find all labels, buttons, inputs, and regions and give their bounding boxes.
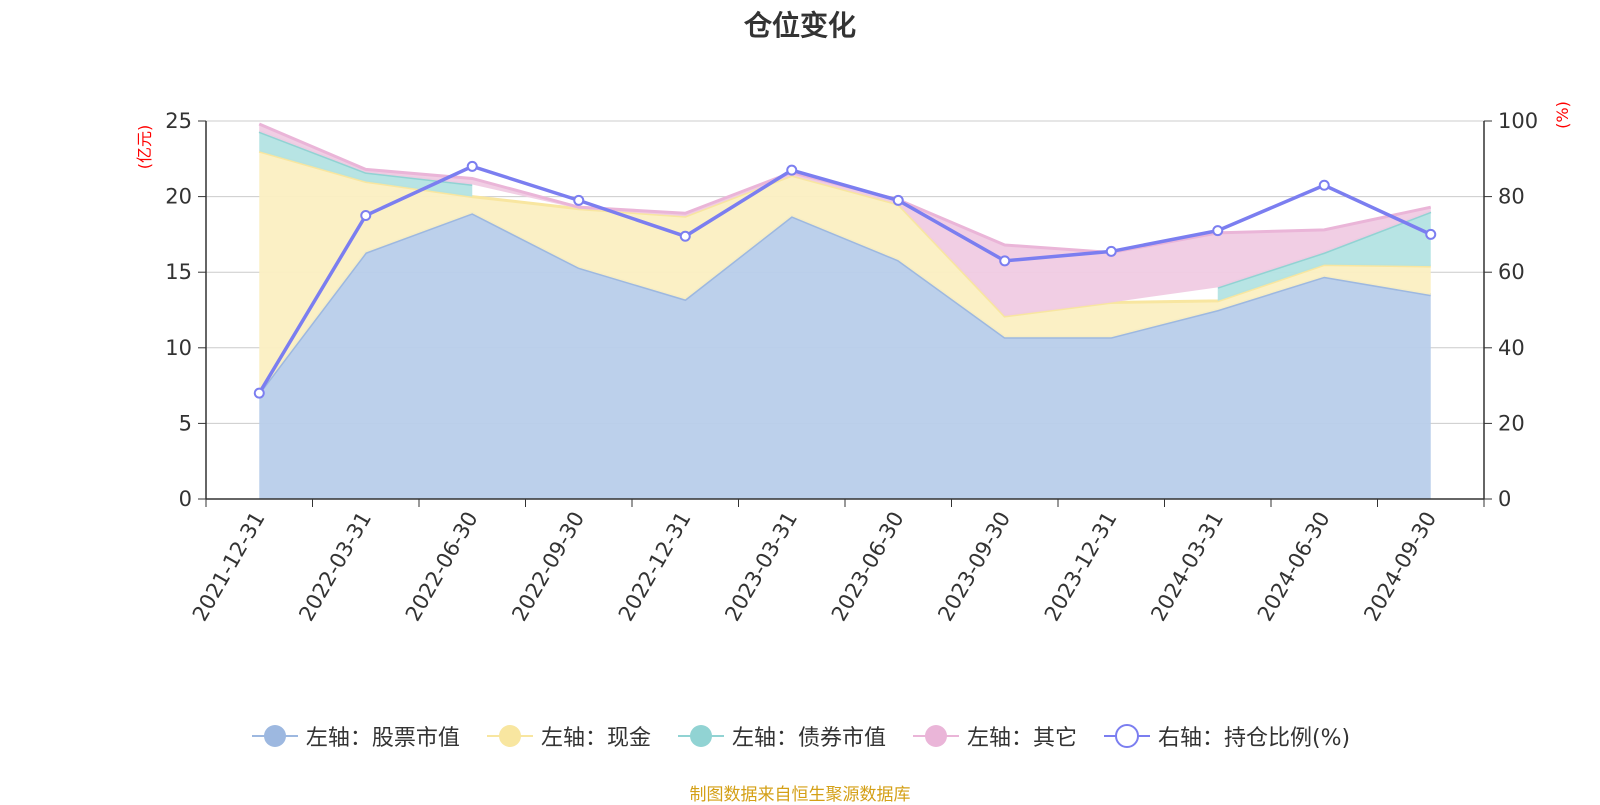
area-1 xyxy=(259,151,1431,394)
legend-label-bond: 左轴：债券市值 xyxy=(731,726,886,751)
position-ratio-point xyxy=(679,230,691,242)
position-ratio-point xyxy=(466,160,478,172)
y-right-tick-label: 100 xyxy=(1498,109,1538,133)
position-ratio-point xyxy=(786,164,798,176)
area-0 xyxy=(259,213,1431,499)
legend-marker-other xyxy=(912,725,959,747)
position-ratio-point xyxy=(999,255,1011,267)
area-2 xyxy=(1217,211,1431,301)
y-right-unit-label: (%) xyxy=(1553,101,1572,129)
chart-title: 仓位变化 xyxy=(743,9,856,42)
position-ratio-point xyxy=(1105,245,1117,257)
legend-item-position-ratio[interactable]: 右轴：持仓比例(%) xyxy=(1102,720,1350,752)
legend-marker-stock xyxy=(251,725,298,747)
data-source-note: 制图数据来自恒生聚源数据库 xyxy=(689,785,911,805)
x-tick-label: 2023-12-31 xyxy=(1040,508,1122,626)
x-tick-label: 2022-12-31 xyxy=(614,508,696,626)
y-right-tick-label: 80 xyxy=(1498,185,1525,209)
area-2 xyxy=(259,131,473,197)
area-3 xyxy=(259,124,1431,317)
legend: 左轴：股票市值 左轴：现金 左轴：债券市值 左轴：其它 右轴：持仓比例(%) xyxy=(0,720,1600,752)
x-tick-label: 2024-09-30 xyxy=(1359,508,1441,626)
legend-marker-bond xyxy=(677,725,724,747)
y-right-tick-label: 40 xyxy=(1498,336,1525,360)
y-right-tick-label: 0 xyxy=(1498,487,1511,511)
x-tick-label: 2023-06-30 xyxy=(827,508,909,626)
position-ratio-point xyxy=(573,194,585,206)
position-ratio-point xyxy=(892,194,904,206)
area-layer xyxy=(258,122,1432,499)
x-tick-label: 2022-03-31 xyxy=(294,508,376,626)
y-left-tick-label: 10 xyxy=(165,336,192,360)
position-ratio-point xyxy=(1425,228,1437,240)
y-left-unit-label: (亿元) xyxy=(135,125,154,170)
legend-item-other[interactable]: 左轴：其它 xyxy=(911,720,1077,752)
legend-label-cash: 左轴：现金 xyxy=(540,726,651,751)
position-ratio-point xyxy=(1318,179,1330,191)
legend-item-stock[interactable]: 左轴：股票市值 xyxy=(250,720,460,752)
legend-marker-cash xyxy=(486,725,533,747)
x-tick-label: 2023-03-31 xyxy=(720,508,802,626)
legend-label-stock: 左轴：股票市值 xyxy=(305,726,460,751)
y-left-tick-label: 15 xyxy=(165,260,192,284)
legend-label-other: 左轴：其它 xyxy=(966,726,1077,751)
y-left-tick-label: 25 xyxy=(165,109,192,133)
x-tick-label: 2022-09-30 xyxy=(507,508,589,626)
legend-item-bond[interactable]: 左轴：债券市值 xyxy=(676,720,886,752)
position-ratio-point xyxy=(1212,225,1224,237)
y-left-tick-label: 20 xyxy=(165,185,192,209)
line-layer xyxy=(253,160,1437,399)
x-tick-label: 2024-06-30 xyxy=(1253,508,1335,626)
y-right-tick-label: 60 xyxy=(1498,260,1525,284)
x-tick-label: 2023-09-30 xyxy=(933,508,1015,626)
y-left-tick-label: 0 xyxy=(179,487,192,511)
legend-marker-position-ratio xyxy=(1103,724,1150,748)
position-ratio-line xyxy=(257,164,1432,395)
y-right-tick-label: 20 xyxy=(1498,411,1525,435)
legend-item-cash[interactable]: 左轴：现金 xyxy=(485,720,651,752)
position-ratio-point xyxy=(360,210,372,221)
x-tick-label: 2021-12-31 xyxy=(188,508,270,626)
y-left-tick-label: 5 xyxy=(179,411,192,435)
legend-label-position-ratio: 右轴：持仓比例(%) xyxy=(1157,726,1351,751)
x-tick-label: 2024-03-31 xyxy=(1146,508,1228,626)
position-ratio-point xyxy=(253,387,265,399)
x-tick-label: 2022-06-30 xyxy=(401,508,483,626)
